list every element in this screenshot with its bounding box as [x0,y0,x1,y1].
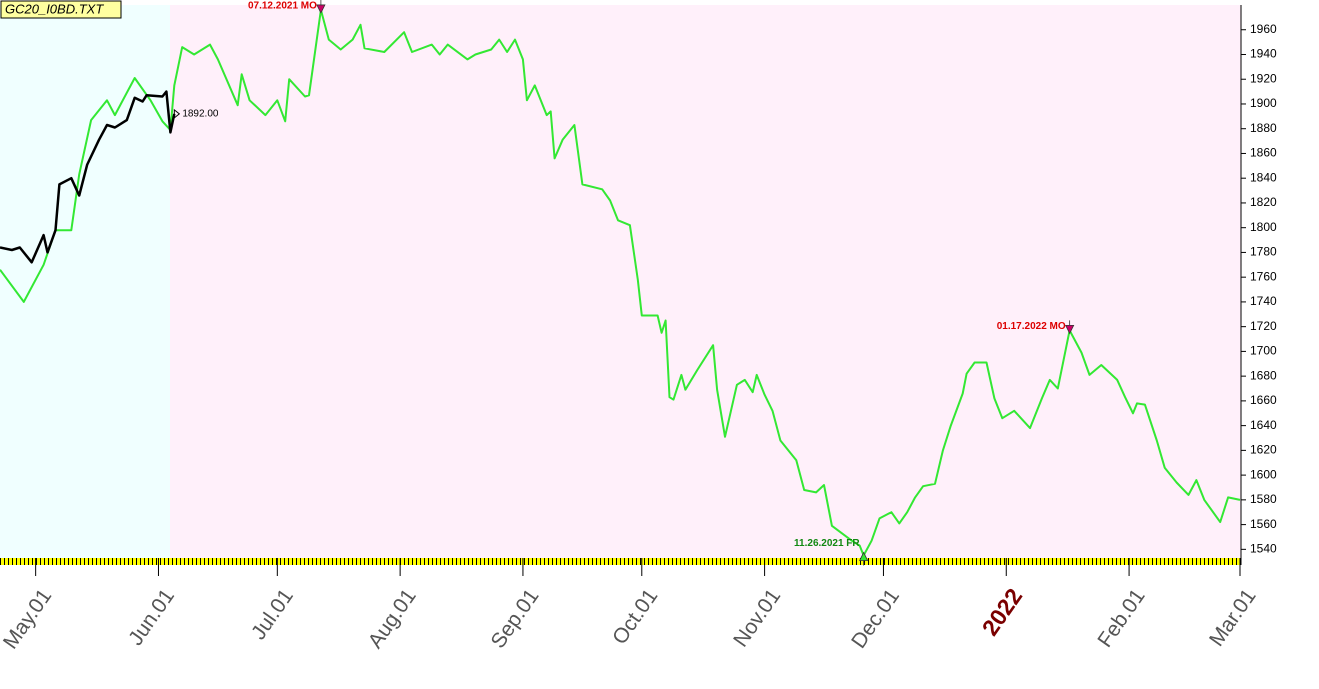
title-box [0,0,122,19]
y-tick-label: 1600 [1250,467,1277,481]
y-tick-label: 1760 [1250,269,1277,283]
x-tick-label: Dec.01 [847,585,904,653]
y-tick-label: 1880 [1250,121,1277,135]
last-price-label: 1892.00 [182,109,219,120]
y-tick-label: 1840 [1250,170,1277,184]
y-tick-label: 1740 [1250,294,1277,308]
x-tick-label: Jul.01 [247,585,298,644]
extreme-marker [1065,320,1075,335]
last-price-marker [173,108,181,119]
y-tick-label: 1780 [1250,245,1277,259]
y-tick-label: 1720 [1250,319,1277,333]
y-tick-label: 1680 [1250,368,1277,382]
x-tick-label: Sep.01 [487,585,544,653]
x-tick-label: Jun.01 [124,585,179,650]
x-tick-label: Nov.01 [729,585,785,651]
y-tick-label: 1860 [1250,146,1277,160]
price-line [0,90,176,264]
y-tick-label: 1920 [1250,71,1277,85]
x-tick-label: May.01 [0,585,56,653]
extreme-marker [858,551,869,566]
y-tick-label: 1900 [1250,96,1277,110]
price-line [0,8,1241,557]
extreme-marker [316,0,326,14]
x-tick-label: Feb.01 [1093,585,1149,652]
extreme-label: 07.12.2021 MO [248,1,317,12]
y-tick-label: 1580 [1250,492,1277,506]
forecast-background [170,5,1241,558]
extreme-label: 01.17.2022 MO [997,321,1066,332]
y-tick-label: 1960 [1250,22,1277,36]
y-tick-label: 1560 [1250,517,1277,531]
chart-title: GC20_I0BD.TXT [5,1,104,16]
y-tick-label: 1640 [1250,418,1277,432]
y-tick-label: 1940 [1250,47,1277,61]
extreme-label: 11.26.2021 FR [794,538,860,549]
y-tick-label: 1800 [1250,220,1277,234]
plot-layer: 1892.00 07.12.2021 MO 11.26.2021 FR 01.17.2… [0,0,1241,566]
history-background [0,5,170,558]
y-tick-label: 1620 [1250,443,1277,457]
x-tick-label: Mar.01 [1205,585,1261,651]
y-tick-label: 1700 [1250,344,1277,358]
x-year-label: 2022 [977,583,1028,640]
y-tick-label: 1820 [1250,195,1277,209]
y-tick-label: 1540 [1250,542,1277,556]
x-tick-label: Aug.01 [364,585,421,653]
x-tick-label: Oct.01 [608,585,662,649]
day-tick-strip [0,558,1241,565]
y-tick-label: 1660 [1250,393,1277,407]
